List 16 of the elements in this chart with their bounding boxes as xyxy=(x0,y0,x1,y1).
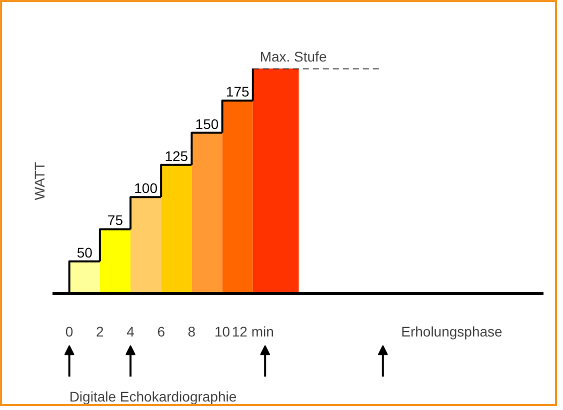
data-label: 175 xyxy=(226,84,250,100)
data-label: 75 xyxy=(107,212,124,228)
text: Max. Stufe xyxy=(260,48,327,64)
x-tick-label: 2 xyxy=(96,324,104,340)
data-label: 50 xyxy=(76,244,93,260)
x-tick-label: Erholungsphase xyxy=(401,324,503,340)
data-label: 150 xyxy=(195,116,219,132)
x-tick-label: 4 xyxy=(126,324,135,340)
y-axis-title: WATT xyxy=(32,162,48,200)
x-tick-label: 10 xyxy=(214,324,230,340)
data-label: 125 xyxy=(164,148,188,164)
data-label: 100 xyxy=(134,180,158,196)
x-tick-label: 12 min xyxy=(232,324,274,340)
x-tick-label: 6 xyxy=(157,324,166,340)
x-tick-label: 0 xyxy=(65,324,74,340)
x-tick-label: 8 xyxy=(188,324,196,340)
